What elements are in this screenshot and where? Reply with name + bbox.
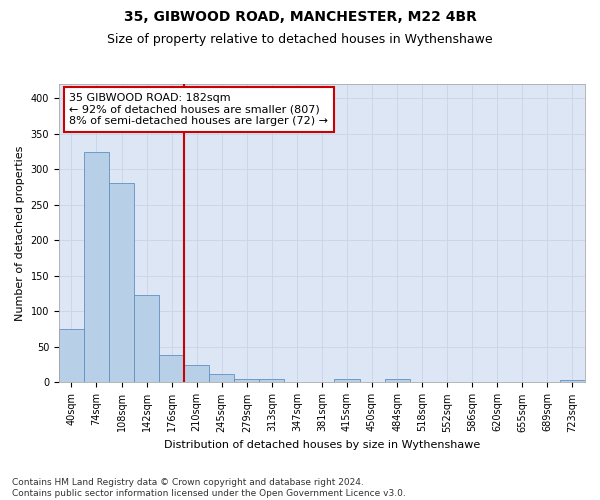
Bar: [59, 329, 84, 382]
Bar: [385, 379, 410, 382]
Text: 35 GIBWOOD ROAD: 182sqm
← 92% of detached houses are smaller (807)
8% of semi-de: 35 GIBWOOD ROAD: 182sqm ← 92% of detache…: [70, 93, 328, 126]
Bar: [234, 379, 259, 382]
X-axis label: Distribution of detached houses by size in Wythenshawe: Distribution of detached houses by size …: [164, 440, 480, 450]
Text: 35, GIBWOOD ROAD, MANCHESTER, M22 4BR: 35, GIBWOOD ROAD, MANCHESTER, M22 4BR: [124, 10, 476, 24]
Bar: [259, 379, 284, 382]
Bar: [209, 374, 234, 382]
Bar: [134, 295, 159, 382]
Bar: [109, 183, 134, 382]
Bar: [560, 380, 585, 382]
Bar: [184, 366, 209, 382]
Bar: [84, 152, 109, 382]
Bar: [334, 379, 359, 382]
Text: Size of property relative to detached houses in Wythenshawe: Size of property relative to detached ho…: [107, 32, 493, 46]
Text: Contains HM Land Registry data © Crown copyright and database right 2024.
Contai: Contains HM Land Registry data © Crown c…: [12, 478, 406, 498]
Bar: [159, 354, 184, 382]
Y-axis label: Number of detached properties: Number of detached properties: [15, 146, 25, 321]
